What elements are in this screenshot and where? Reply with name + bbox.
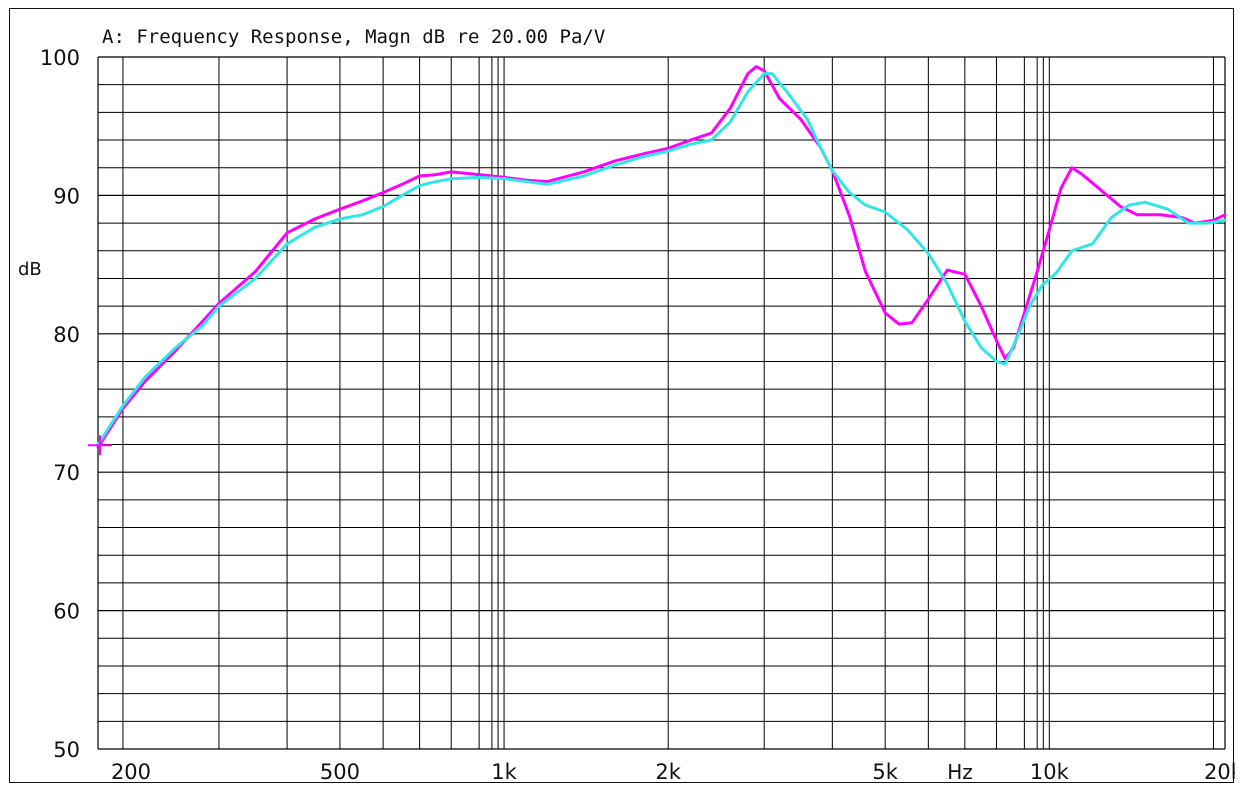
y-tick-label: 60	[53, 600, 80, 624]
series-layer	[96, 65, 1227, 449]
series-line-2	[96, 72, 1227, 446]
y-axis-label: dB	[18, 259, 42, 280]
tick-labels: 100 90 80 70 60 50 200 500 1k 2k 5k 10k 20k	[40, 46, 1235, 784]
x-tick-label: 2k	[655, 760, 681, 784]
x-tick-label: 5k	[872, 760, 898, 784]
y-tick-label: 50	[53, 738, 80, 762]
series-line-1	[96, 65, 1227, 449]
x-tick-label: 20k	[1204, 760, 1235, 784]
x-tick-label: 500	[320, 760, 360, 784]
y-tick-label: 80	[53, 323, 80, 347]
x-tick-label: 1k	[491, 760, 517, 784]
start-cursor-marker	[88, 435, 112, 456]
grid-lines	[97, 56, 1226, 750]
y-tick-label: 70	[53, 461, 80, 485]
frequency-response-chart: 100 90 80 70 60 50 200 500 1k 2k 5k 10k 20k A: Frequ…	[18, 26, 1235, 784]
start-marker-layer	[88, 435, 112, 456]
y-tick-label: 100	[40, 46, 80, 70]
y-tick-label: 90	[53, 184, 80, 208]
chart-frame: 100 90 80 70 60 50 200 500 1k 2k 5k 10k 20k A: Frequ…	[9, 8, 1235, 784]
x-axis-label: Hz	[947, 760, 973, 784]
x-tick-label: 200	[111, 760, 151, 784]
chart-title: A: Frequency Response, Magn dB re 20.00 …	[102, 26, 605, 48]
x-tick-label: 10k	[1030, 760, 1070, 784]
